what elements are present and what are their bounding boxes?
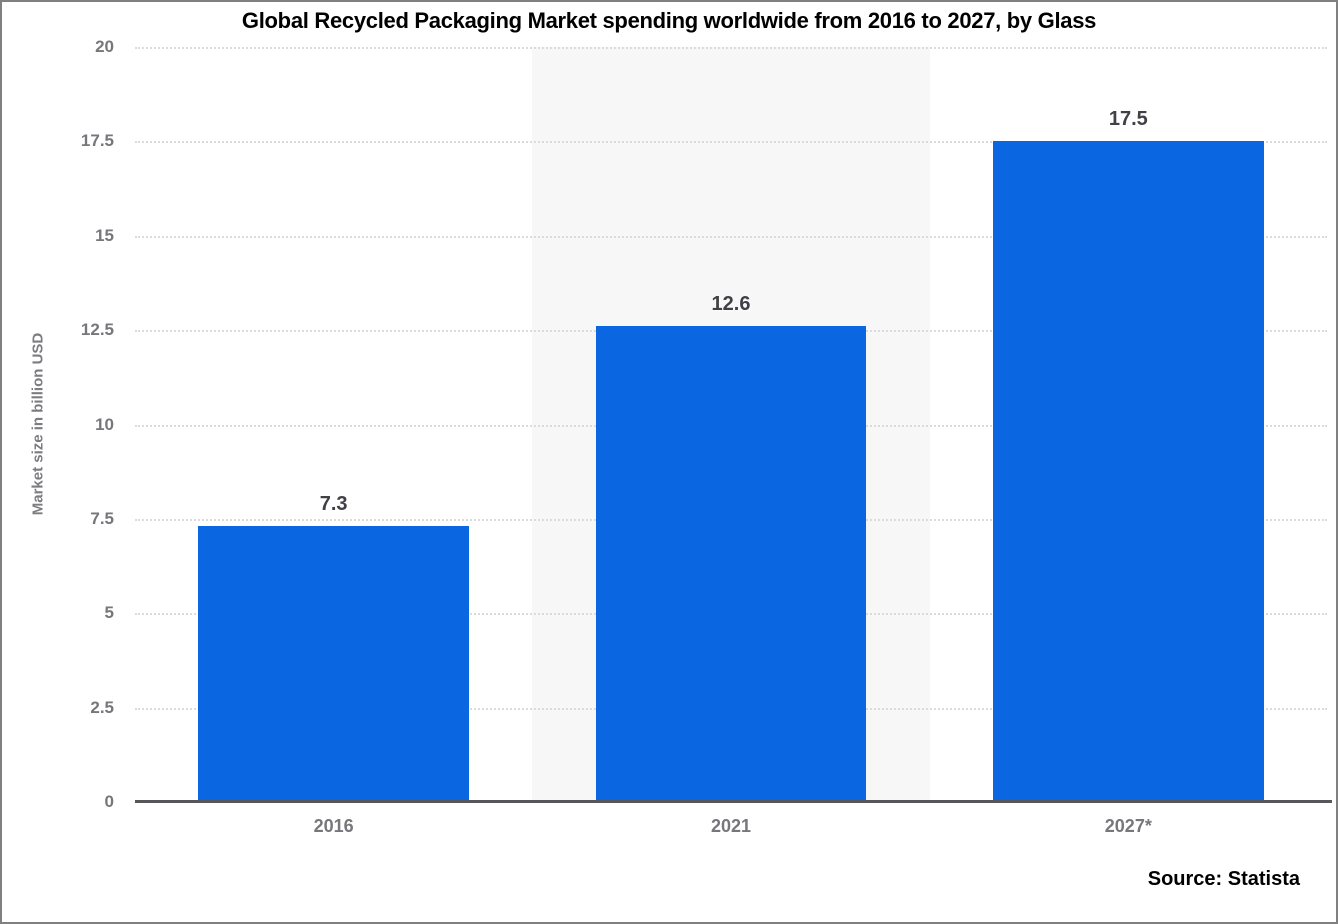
y-tick-label: 2.5 [90, 697, 114, 717]
plot-area: 7.3 12.6 17.5 [135, 47, 1332, 803]
source-note: Source: Statista [1147, 868, 1300, 890]
gridline [135, 235, 1327, 238]
bar [992, 141, 1264, 802]
y-tick-label: 17.5 [80, 131, 114, 151]
bar [595, 326, 867, 802]
gridline [135, 47, 1327, 49]
bar-value-label: 17.5 [1108, 108, 1148, 131]
y-axis-ticks: 0 2.5 5 7.5 10 12.5 15 17.5 20 [2, 37, 114, 811]
y-tick-label: 7.5 [90, 508, 114, 528]
bars: 7.3 12.6 17.5 [135, 47, 1327, 802]
y-tick-label: 10 [95, 414, 114, 434]
y-tick-label: 0 [104, 792, 114, 811]
bar-value-label: 12.6 [711, 293, 751, 316]
x-tick-label: 2027* [1104, 816, 1152, 836]
bar-value-label: 7.3 [319, 493, 348, 516]
y-tick-label: 12.5 [80, 320, 114, 340]
y-tick-label: 20 [95, 37, 114, 56]
y-tick-label: 15 [95, 225, 114, 245]
chart-title: Global Recycled Packaging Market spendin… [241, 8, 1097, 33]
x-axis-labels: 2016 2021 2027* [135, 816, 1327, 842]
bar [198, 526, 470, 802]
y-tick-label: 5 [104, 603, 114, 623]
x-axis-line [135, 800, 1332, 803]
x-tick-label: 2016 [313, 816, 354, 836]
gridline [135, 141, 1327, 144]
x-tick-label: 2021 [710, 816, 752, 836]
